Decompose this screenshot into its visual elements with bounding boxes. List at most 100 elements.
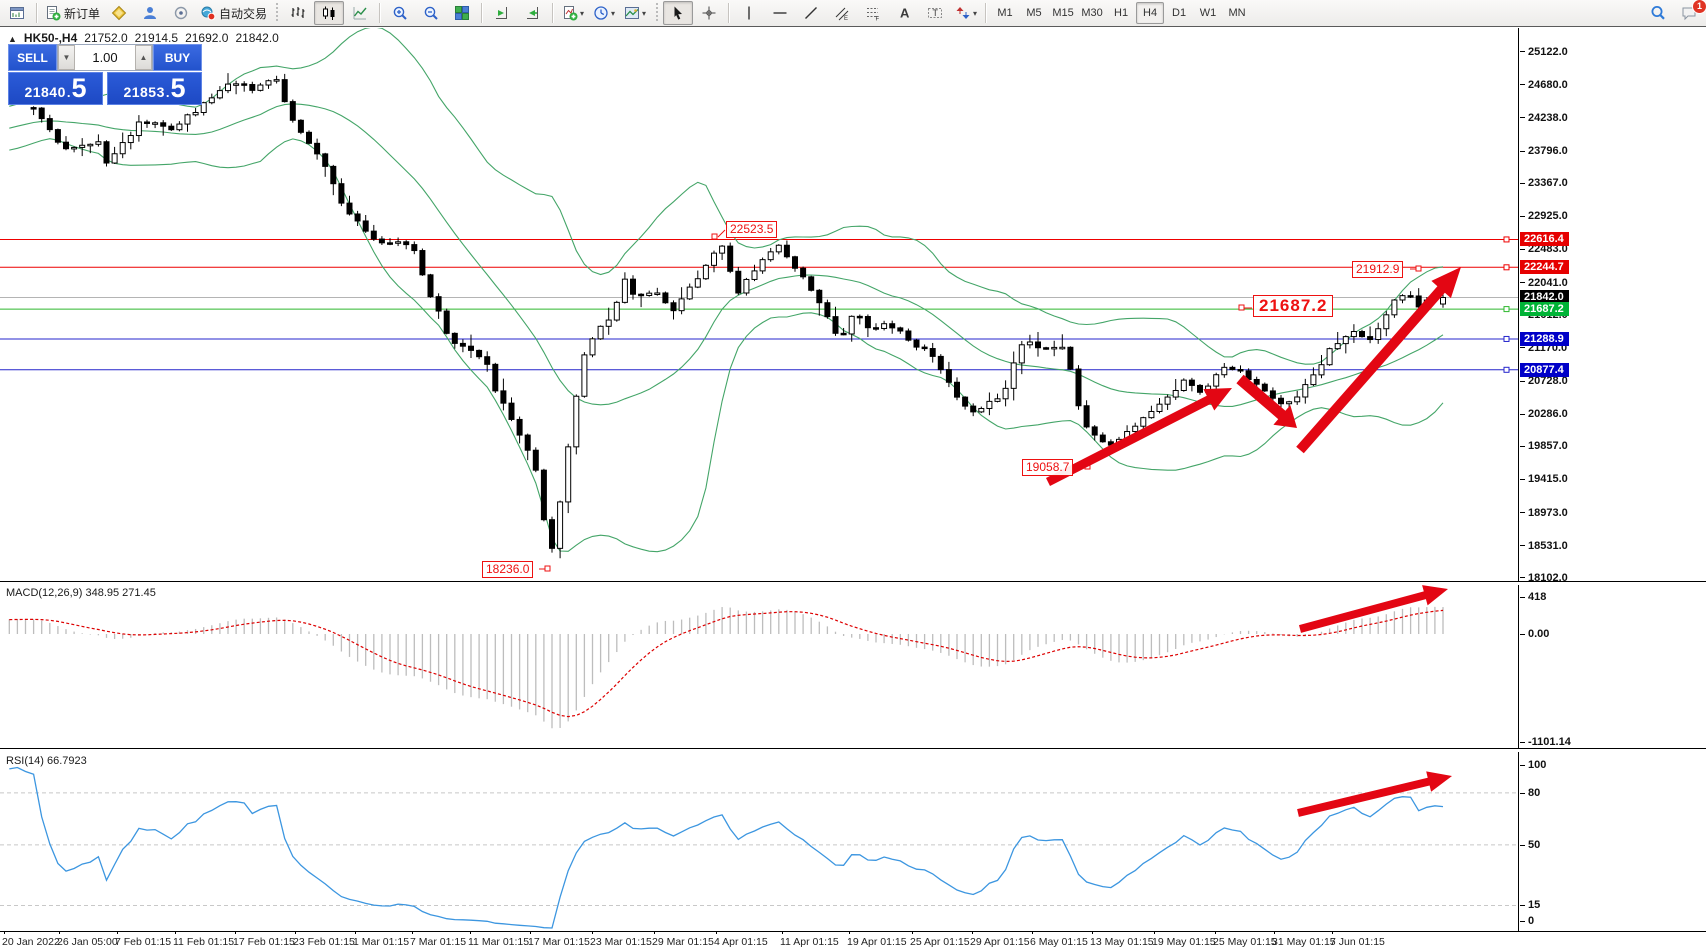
annotation-connectors	[539, 229, 1422, 572]
sell-button[interactable]: SELL	[8, 44, 57, 71]
price-tick-label: 19857.0	[1528, 440, 1568, 453]
cursor-tool-button[interactable]	[663, 1, 694, 25]
macd-pane[interactable]: MACD(12,26,9) 348.95 271.45 418 0.00 -1101…	[0, 585, 1706, 748]
price-level-badge: 21842.0	[1520, 290, 1569, 305]
time-label: 17 Feb 01:15	[233, 936, 295, 948]
timeframe-h1[interactable]: H1	[1114, 7, 1129, 19]
templates-button[interactable]: ▾	[620, 1, 650, 25]
ohlc-close: 21842.0	[235, 31, 279, 45]
time-tick	[412, 931, 413, 934]
arrows-tool-button[interactable]: ▾	[951, 1, 981, 25]
auto-trading-button[interactable]: 自动交易	[197, 1, 270, 25]
time-axis[interactable]: 20 Jan 2022 26 Jan 05:00 7 Feb 01:15 11 Feb…	[0, 931, 1706, 950]
price-annotation-label[interactable]: 22523.5	[726, 221, 778, 238]
rsi-pane[interactable]: RSI(14) 66.7923 100 80 50 15 0	[0, 752, 1706, 931]
time-tick	[59, 931, 60, 934]
time-label: 25 May 01:15	[1213, 936, 1277, 948]
buy-price[interactable]: 21853. 5	[107, 72, 202, 105]
candles-icon	[321, 5, 337, 21]
main-chart-pane[interactable]: 25122.0 24680.0 24238.0 23796.0 23367.0 22925…	[0, 28, 1706, 581]
price-tick-dash	[1520, 381, 1525, 382]
styles-bucket-button[interactable]	[104, 1, 134, 25]
timeframe-m15[interactable]: M15	[1052, 7, 1074, 19]
price-tick-label: 20286.0	[1528, 408, 1568, 421]
fibonacci-tool-button[interactable]: F	[858, 1, 888, 25]
timeframe-d1[interactable]: D1	[1172, 7, 1187, 19]
sell-price-dot: .	[66, 85, 71, 100]
time-axis-line	[0, 931, 1706, 932]
volume-increase-button[interactable]: ▲	[135, 45, 152, 70]
price-tick-label: 25122.0	[1528, 45, 1568, 58]
time-tick	[530, 931, 531, 934]
time-label: 19 Apr 01:15	[847, 936, 907, 948]
timeframe-h4[interactable]: H4	[1136, 2, 1165, 24]
bar-chart-type-button[interactable]	[283, 1, 313, 25]
rsi-canvas[interactable]	[0, 752, 1519, 931]
price-annotation-label[interactable]: 21687.2	[1253, 295, 1334, 317]
candle-chart-type-button[interactable]	[314, 1, 345, 25]
time-label: 25 Apr 01:15	[910, 936, 970, 948]
toolbar-drag-handle[interactable]	[654, 3, 660, 23]
chevron-down-icon[interactable]: ▾	[973, 8, 978, 18]
main-chart-canvas[interactable]	[0, 28, 1519, 581]
chart-shift-button[interactable]	[518, 1, 548, 25]
chevron-down-icon[interactable]: ▾	[611, 8, 616, 18]
profiles-button[interactable]	[135, 1, 165, 25]
neworder-icon	[45, 5, 61, 21]
line-chart-type-button[interactable]	[345, 1, 375, 25]
charts-window-button[interactable]	[2, 1, 32, 25]
equidistant-channel-tool-button[interactable]: E	[827, 1, 857, 25]
trendline-tool-button[interactable]	[796, 1, 826, 25]
tile-windows-button[interactable]	[447, 1, 477, 25]
timeframe-m1[interactable]: M1	[997, 7, 1013, 19]
price-tick-dash	[1520, 347, 1525, 348]
new-order-label: 新订单	[64, 6, 101, 21]
rsi-tick-dash	[1520, 845, 1525, 846]
text-label-tool-button[interactable]: T	[920, 1, 950, 25]
price-annotation-label[interactable]: 18236.0	[482, 561, 534, 578]
vertical-line-tool-button[interactable]	[734, 1, 764, 25]
search-button[interactable]	[1643, 1, 1673, 25]
chevron-down-icon[interactable]: ▾	[580, 8, 585, 18]
sell-price[interactable]: 21840. 5	[8, 72, 103, 105]
annotation-arrow[interactable]	[1236, 374, 1297, 428]
price-tick-label: 23367.0	[1528, 177, 1568, 190]
signals-button[interactable]	[166, 1, 196, 25]
autoscroll-icon	[525, 5, 541, 21]
annotation-arrow[interactable]	[1299, 585, 1448, 633]
notifications-button[interactable]: 1	[1674, 0, 1706, 25]
new-order-button[interactable]: 新订单	[42, 1, 103, 25]
add-indicators-button[interactable]: ▾	[558, 1, 588, 25]
rsi-tick-label: 0	[1528, 915, 1535, 927]
text-tool-button[interactable]: A	[889, 1, 919, 25]
shapes-icon	[955, 5, 971, 21]
chevron-down-icon[interactable]: ▾	[642, 8, 647, 18]
price-annotation-label[interactable]: 21912.9	[1352, 261, 1404, 278]
volume-input[interactable]: 1.00	[92, 50, 118, 65]
time-tick	[972, 931, 973, 934]
timeframe-mn[interactable]: MN	[1228, 7, 1246, 19]
timeframe-w1[interactable]: W1	[1199, 7, 1217, 19]
price-tick-dash	[1520, 151, 1525, 152]
annotation-arrow[interactable]	[1296, 267, 1461, 454]
timeframe-m30[interactable]: M30	[1081, 7, 1103, 19]
zoom-in-button[interactable]	[385, 1, 415, 25]
annotation-arrow[interactable]	[1297, 771, 1452, 817]
time-label: 7 Jun 01:15	[1330, 936, 1385, 948]
price-level-badge: 20877.4	[1520, 362, 1569, 377]
volume-decrease-button[interactable]: ▼	[58, 45, 75, 70]
price-annotation-label[interactable]: 19058.7	[1022, 459, 1074, 476]
zoom-out-button[interactable]	[416, 1, 446, 25]
buy-button[interactable]: BUY	[153, 44, 202, 71]
periods-button[interactable]: ▾	[589, 1, 619, 25]
timeframe-m5[interactable]: M5	[1026, 7, 1042, 19]
price-tick-dash	[1520, 479, 1525, 480]
toolbar-drag-handle[interactable]	[274, 3, 280, 23]
scroll-to-end-button[interactable]	[487, 1, 517, 25]
macd-tick-label: 0.00	[1528, 628, 1550, 640]
annotation-arrow[interactable]	[1046, 388, 1232, 486]
collapse-panel-icon[interactable]: ▲	[8, 34, 17, 44]
macd-canvas[interactable]	[0, 585, 1519, 748]
crosshair-tool-button[interactable]	[694, 1, 724, 25]
horizontal-line-tool-button[interactable]	[765, 1, 795, 25]
